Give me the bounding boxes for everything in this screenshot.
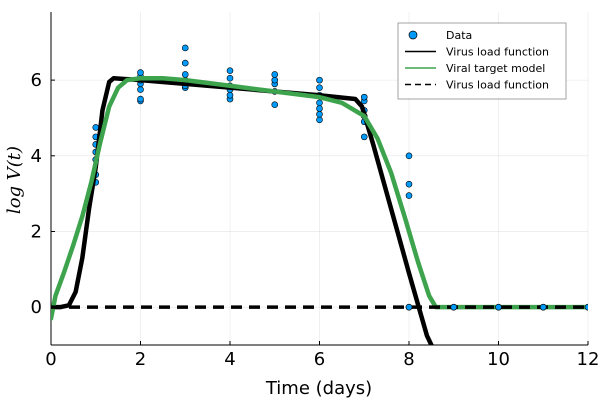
data-point — [405, 192, 413, 199]
data-point — [226, 91, 234, 99]
data-point — [405, 303, 413, 311]
data-point — [137, 86, 144, 93]
data-point — [226, 67, 234, 74]
viral-target-model-line — [51, 75, 588, 321]
data-point — [316, 105, 323, 112]
legend-marker — [408, 30, 418, 40]
data-point — [405, 152, 413, 160]
y-tick-label: 2 — [31, 221, 42, 242]
y-tick-label: 6 — [31, 70, 42, 91]
data-point — [181, 59, 189, 67]
data-point — [271, 101, 279, 109]
legend-entry: Viral target model — [405, 62, 545, 75]
x-tick-label: 2 — [135, 349, 146, 370]
legend-label: Virus load function — [446, 46, 549, 59]
data-point — [360, 133, 368, 141]
data-point — [360, 93, 368, 101]
y-tick-label: 0 — [31, 297, 42, 318]
legend-label: Data — [446, 29, 472, 42]
data-point — [137, 69, 144, 76]
data-point — [495, 303, 502, 311]
virus-load-function-line — [51, 75, 434, 345]
series-group — [51, 44, 588, 345]
legend-entry: Virus load function — [405, 79, 549, 92]
data-point — [181, 71, 189, 78]
x-tick-label: 4 — [224, 349, 235, 370]
data-point — [405, 180, 413, 188]
data-point — [271, 71, 279, 78]
legend: Data Virus load function Viral target mode… — [397, 22, 567, 100]
data-point — [316, 116, 323, 124]
data-point — [450, 303, 458, 311]
x-tick-label: 10 — [487, 349, 510, 370]
data-point — [316, 84, 323, 91]
axes — [50, 12, 589, 346]
data-point — [316, 99, 323, 107]
y-tick-label: 4 — [31, 146, 42, 167]
data-point — [137, 95, 144, 103]
tick-labels: 0 2 4 6 8 10 12 0 2 4 6 — [31, 70, 600, 370]
data-point — [271, 76, 279, 84]
legend-box — [397, 22, 567, 100]
legend-label: Viral target model — [446, 62, 545, 75]
data-point — [316, 76, 323, 84]
legend-entry: Data — [408, 29, 472, 42]
legend-label: Virus load function — [446, 79, 549, 92]
x-axis-label: Time (days) — [265, 378, 372, 399]
x-tick-label: 0 — [45, 349, 56, 370]
x-tick-label: 6 — [314, 349, 325, 370]
x-tick-label: 12 — [577, 349, 600, 370]
data-point — [181, 44, 189, 52]
data-point — [226, 74, 234, 82]
data-point — [539, 303, 547, 311]
data-point — [584, 303, 588, 311]
legend-entry: Virus load function — [405, 46, 549, 59]
data-point — [92, 124, 100, 131]
data-point — [316, 110, 323, 118]
y-axis-label: log V(t) — [4, 146, 25, 214]
x-tick-label: 8 — [403, 349, 414, 370]
